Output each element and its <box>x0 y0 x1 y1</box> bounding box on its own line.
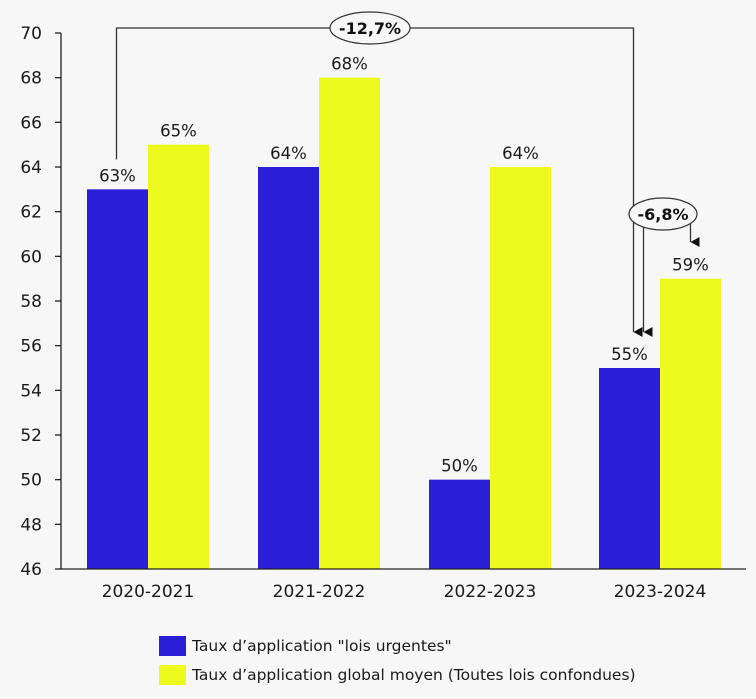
data-label: 50% <box>441 457 478 476</box>
data-label: 65% <box>160 122 197 141</box>
legend-swatch-blue <box>159 635 186 656</box>
bar-lois-urgentes <box>87 189 148 570</box>
y-tick-label: 50 <box>20 471 42 491</box>
data-label: 63% <box>99 166 136 185</box>
y-tick-label: 64 <box>20 158 42 178</box>
annotation-oval <box>329 11 411 45</box>
y-tick-label: 62 <box>20 203 42 223</box>
y-tick-label: 60 <box>20 247 42 267</box>
bar-lois-urgentes <box>429 479 490 569</box>
x-category-label: 2021-2022 <box>273 582 366 602</box>
data-label: 64% <box>270 144 307 163</box>
y-tick-label: 68 <box>20 69 42 89</box>
legend-label: Taux d’application global moyen (Toutes … <box>192 665 636 684</box>
annotations: -12,7% -6,8% <box>115 11 700 337</box>
legend: Taux d’application "lois urgentes" Taux … <box>159 631 636 689</box>
x-axis: 2020-2021 2021-2022 2022-2023 2023-2024 <box>61 568 746 602</box>
data-label: 55% <box>611 345 648 364</box>
annotation-label: -12,7% <box>339 19 401 38</box>
data-label: 68% <box>331 55 368 74</box>
annotation-oval <box>628 197 698 231</box>
data-label: 64% <box>502 144 539 163</box>
y-tick-label: 56 <box>20 337 42 357</box>
y-tick-label: 48 <box>20 515 42 535</box>
y-tick-label: 70 <box>20 24 42 44</box>
bars <box>87 77 721 570</box>
bar-global-moyen <box>319 77 380 570</box>
bar-global-moyen <box>490 167 551 569</box>
y-tick-label: 54 <box>20 381 42 401</box>
x-category-label: 2020-2021 <box>102 582 195 602</box>
x-category-label: 2023-2024 <box>614 582 707 602</box>
y-tick-label: 52 <box>20 426 42 446</box>
x-category-label: 2022-2023 <box>444 582 537 602</box>
y-tick-label: 46 <box>20 560 42 580</box>
annotation-label: -6,8% <box>637 205 688 224</box>
y-tick-label: 58 <box>20 292 42 312</box>
bar-lois-urgentes <box>599 368 660 569</box>
bar-global-moyen <box>660 278 721 569</box>
y-tick-label: 66 <box>20 113 42 133</box>
y-axis: 46 48 50 52 54 56 58 60 62 64 66 68 70 <box>20 24 62 580</box>
legend-label: Taux d’application "lois urgentes" <box>192 636 452 655</box>
data-labels: 63% 65% 64% 68% 50% 64% 55% 59% <box>99 55 709 476</box>
legend-item-global-moyen: Taux d’application global moyen (Toutes … <box>159 660 636 689</box>
bar-global-moyen <box>148 144 209 569</box>
bar-lois-urgentes <box>258 167 319 569</box>
legend-swatch-yellow <box>159 664 186 685</box>
data-label: 59% <box>672 256 709 275</box>
legend-item-lois-urgentes: Taux d’application "lois urgentes" <box>159 631 636 660</box>
